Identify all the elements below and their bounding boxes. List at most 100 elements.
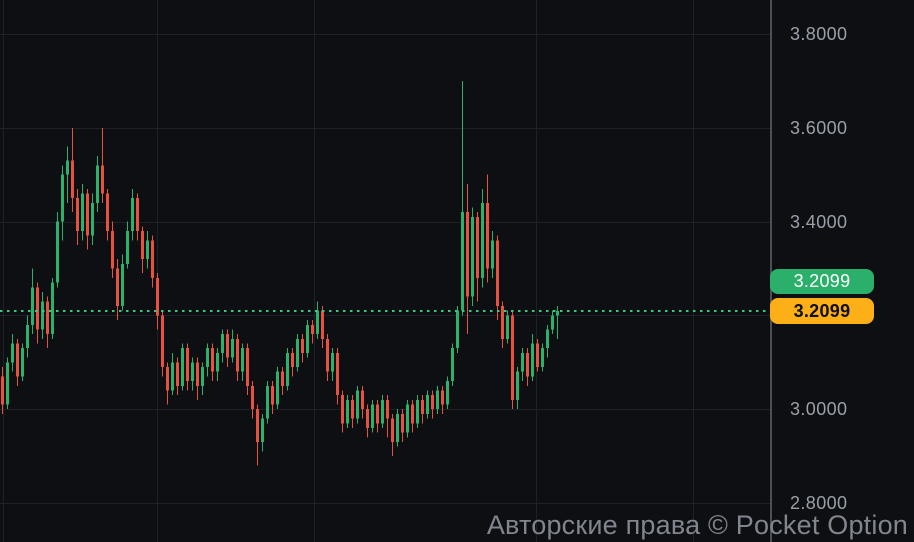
candle-body [71, 160, 74, 199]
candle-body [261, 418, 264, 443]
candle-body [556, 310, 559, 316]
candles [1, 80, 559, 466]
candle-body [216, 352, 219, 372]
candle-body [181, 348, 184, 386]
candle-body [191, 362, 194, 382]
candle-body [416, 399, 419, 424]
candle-body [281, 371, 284, 386]
candle-body [411, 404, 414, 424]
candle-body [211, 348, 214, 372]
candle-body [531, 343, 534, 377]
candle-body [316, 310, 319, 335]
candle-body [451, 348, 454, 382]
candle-body [331, 352, 334, 372]
candle-body [541, 348, 544, 367]
candle-body [16, 343, 19, 377]
candle-body [371, 404, 374, 428]
candle-body [11, 343, 14, 363]
candle-body [311, 324, 314, 335]
candle-body [466, 212, 469, 297]
candle-body [381, 399, 384, 424]
candle-body [51, 282, 54, 335]
candle-body [246, 348, 249, 386]
candle-body [176, 362, 179, 386]
candle-body [461, 212, 464, 311]
axis-tick-label: 3.0000 [790, 399, 848, 420]
candle-body [31, 287, 34, 325]
candle-body [91, 202, 94, 236]
candle-body [406, 404, 409, 433]
candle-body [386, 399, 389, 419]
candle-body [126, 230, 129, 264]
candle-body [521, 352, 524, 372]
candle-body [96, 165, 99, 203]
candle-body [491, 240, 494, 269]
price-badge-upper: 3.2099 [770, 269, 874, 294]
candle-body [251, 385, 254, 410]
candle-body [66, 160, 69, 175]
candle-body [296, 338, 299, 367]
candle-body [341, 395, 344, 424]
candle-body [351, 399, 354, 419]
candle-body [171, 362, 174, 391]
candle-body [286, 352, 289, 386]
price-badge-upper-value: 3.2099 [793, 271, 851, 291]
candle-body [151, 240, 154, 278]
candle-body [101, 165, 104, 194]
candle-body [456, 310, 459, 349]
candle-body [306, 324, 309, 353]
candle-body [221, 334, 224, 353]
candle-body [481, 202, 484, 278]
candle-body [266, 385, 269, 419]
candle-body [546, 329, 549, 349]
candle-body [36, 287, 39, 330]
candle-body [156, 277, 159, 316]
candle-body [471, 216, 474, 297]
copyright-watermark: Авторские права © Pocket Option [486, 510, 908, 540]
candle-body [361, 390, 364, 410]
candle-body [146, 240, 149, 260]
candle-body [271, 385, 274, 405]
candle-body [6, 362, 9, 405]
candle-body [111, 230, 114, 269]
candle-body [161, 315, 164, 367]
candle-body [231, 338, 234, 358]
candle-body [401, 413, 404, 433]
candle-body [441, 390, 444, 405]
candle-body [26, 324, 29, 349]
candle-body [526, 352, 529, 377]
candle-body [551, 315, 554, 330]
candle-body [291, 352, 294, 367]
candle-body [501, 306, 504, 339]
candle-body [61, 174, 64, 222]
candle-body [436, 390, 439, 410]
candle-body [226, 334, 229, 358]
axis-tick-label: 3.8000 [790, 24, 848, 44]
candle-body [496, 240, 499, 307]
candle-body [516, 371, 519, 400]
candle-body [86, 193, 89, 236]
candle-body [201, 366, 204, 386]
candle-body [486, 202, 489, 269]
candle-body [141, 230, 144, 260]
candle-body [536, 343, 539, 367]
candle-body [431, 395, 434, 410]
candle-body [346, 399, 349, 424]
candle-body [241, 348, 244, 372]
axis-tick-label: 3.6000 [790, 117, 848, 138]
candle-body [41, 301, 44, 330]
candle-body [106, 193, 109, 231]
candle-body [236, 338, 239, 372]
candle-body [116, 268, 119, 307]
candle-body [506, 315, 509, 339]
candle-body [166, 366, 169, 391]
candle-body [206, 348, 209, 367]
candle-body [256, 409, 259, 443]
axis-tick-label: 2.8000 [790, 493, 848, 513]
candlestick-chart[interactable] [0, 0, 770, 542]
candle-body [81, 193, 84, 231]
candle-body [356, 390, 359, 419]
candle-body [21, 348, 24, 377]
candle-body [426, 395, 429, 414]
